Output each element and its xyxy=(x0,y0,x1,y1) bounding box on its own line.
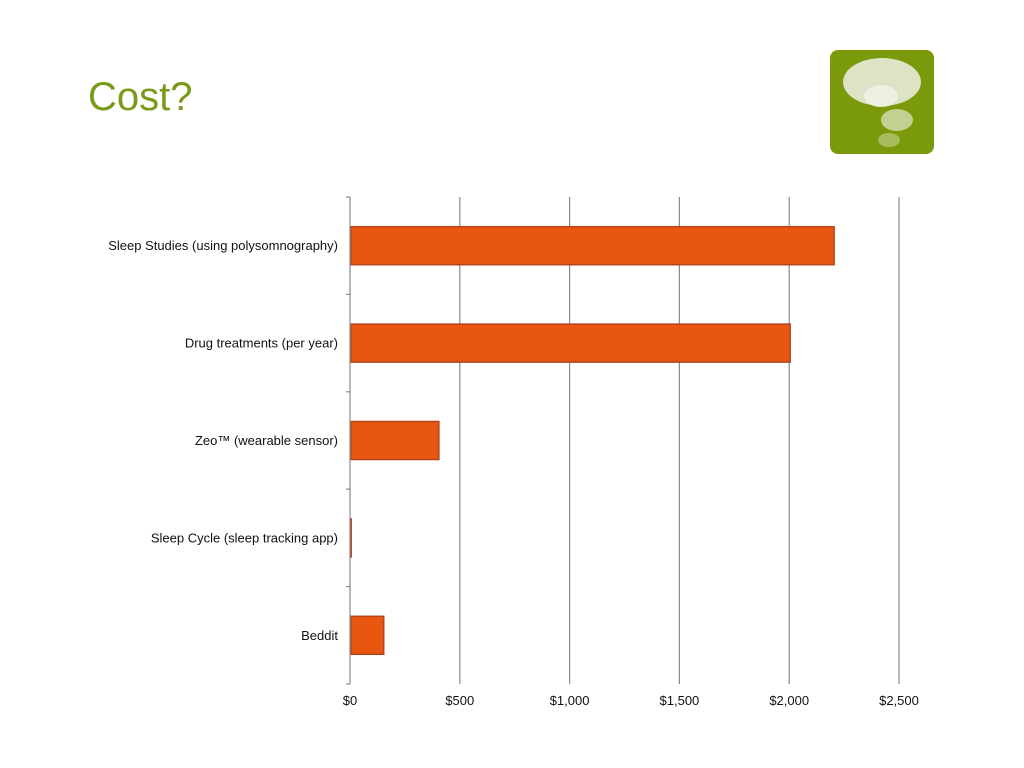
category-label: Beddit xyxy=(301,628,338,643)
logo-bubble-large xyxy=(843,58,921,106)
category-label: Sleep Cycle (sleep tracking app) xyxy=(151,530,338,545)
x-tick-label: $1,500 xyxy=(660,693,700,708)
labels: $0 $500 $1,000 $1,500 $2,000 $2,500 Sleep Stud… xyxy=(108,238,919,708)
thought-bubble-icon xyxy=(830,50,934,154)
gridlines xyxy=(459,197,900,684)
x-tick-label: $500 xyxy=(445,693,474,708)
logo xyxy=(830,50,934,154)
bar xyxy=(350,420,440,461)
bar xyxy=(350,615,385,656)
bar xyxy=(350,323,791,363)
x-tick-label: $2,500 xyxy=(879,693,919,708)
category-label: Zeo™ (wearable sensor) xyxy=(195,433,338,448)
bar xyxy=(350,225,835,266)
logo-bubble-medium xyxy=(881,109,913,131)
x-tick-label: $2,000 xyxy=(769,693,809,708)
category-label: Sleep Studies (using polysomnography) xyxy=(108,238,338,253)
bars xyxy=(350,225,835,656)
x-tick-label: $1,000 xyxy=(550,693,590,708)
x-tick-label: $0 xyxy=(343,693,357,708)
logo-bubble-small xyxy=(878,133,900,147)
logo-bubble-highlight xyxy=(864,85,898,107)
slide-title: Cost? xyxy=(88,75,193,119)
axes xyxy=(346,196,351,685)
category-label: Drug treatments (per year) xyxy=(185,336,338,351)
